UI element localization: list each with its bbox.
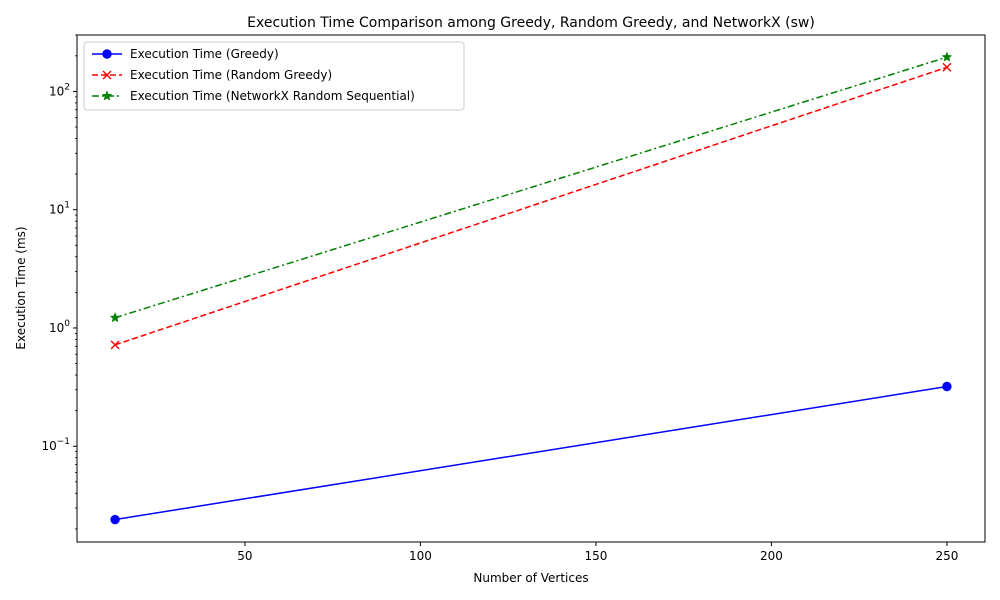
x-tick-label: 250 (935, 549, 958, 563)
data-point (941, 51, 953, 62)
legend-item: Execution Time (Greedy) (92, 47, 279, 61)
x-tick-label: 50 (237, 549, 252, 563)
legend-box (83, 41, 465, 111)
data-point (110, 514, 120, 525)
x-tick-label: 150 (584, 549, 607, 563)
x-tick-label: 100 (409, 549, 432, 563)
x-axis-label: Number of Vertices (473, 571, 588, 585)
legend-label: Execution Time (Random Greedy) (130, 68, 332, 82)
y-tick-label: 100 (49, 319, 70, 335)
y-tick-label: 101 (49, 201, 70, 217)
legend-marker (101, 90, 113, 101)
data-point (942, 62, 952, 72)
chart-title: Execution Time Comparison among Greedy, … (247, 15, 815, 31)
legend-label: Execution Time (Greedy) (130, 47, 279, 61)
series-line (114, 385, 948, 521)
x-axis-ticks: 50 100 150 200 250 (237, 542, 958, 563)
plot-frame (76, 34, 986, 543)
series-0 (110, 381, 952, 525)
legend: Execution Time (Greedy) Execution Time (R… (83, 41, 465, 111)
series-layer (109, 51, 953, 525)
legend-marker (102, 49, 112, 59)
series-line (114, 56, 948, 319)
marker-stroke (102, 70, 112, 80)
y-tick-label: 102 (49, 82, 70, 98)
legend-label: Execution Time (NetworkX Random Sequenti… (130, 89, 415, 103)
series-1 (110, 62, 952, 350)
y-axis-ticks: 10−1 100 101 102 (41, 34, 77, 530)
marker-stroke (942, 62, 952, 72)
marker-stroke (110, 340, 120, 350)
data-point (110, 340, 120, 350)
legend-marker (102, 70, 112, 80)
series-2 (109, 51, 953, 323)
data-point (942, 381, 952, 392)
y-axis-label: Execution Time (ms) (14, 226, 28, 349)
legend-item: Execution Time (Random Greedy) (92, 68, 332, 82)
data-point (109, 312, 121, 323)
series-line (114, 66, 948, 346)
x-tick-label: 200 (760, 549, 783, 563)
y-tick-label: 10−1 (41, 437, 70, 453)
legend-item: Execution Time (NetworkX Random Sequenti… (92, 89, 415, 103)
